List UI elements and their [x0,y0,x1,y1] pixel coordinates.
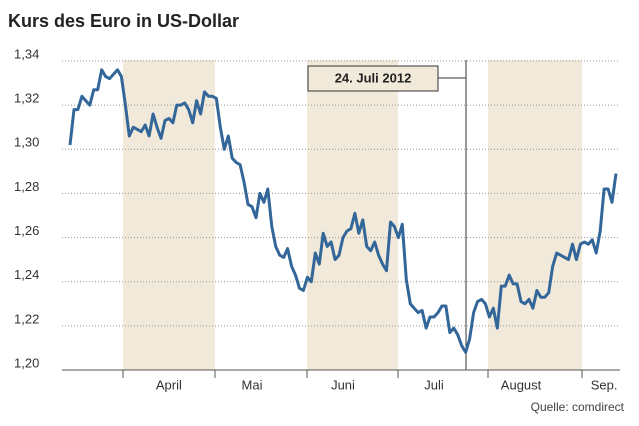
month-band [307,60,398,370]
x-tick-label: Juni [331,377,355,392]
y-tick-label: 1,30 [14,135,39,150]
y-tick-label: 1,34 [14,46,39,61]
y-tick-label: 1,20 [14,355,39,370]
annotation-box [307,65,439,92]
y-tick-label: 1,28 [14,179,39,194]
month-band [488,60,582,370]
plot [68,68,618,354]
y-tick-label: 1,24 [14,267,39,282]
y-tick-label: 1,32 [14,91,39,106]
month-ticks [122,370,583,378]
x-tick-label: August [501,377,542,392]
chart-title: Kurs des Euro in US-Dollar [8,11,239,31]
annotation: 24. Juli 2012 [335,70,412,85]
grid [62,60,620,327]
line [68,68,618,354]
x-tick-label: Juli [424,377,444,392]
x-tick-label: April [156,377,182,392]
source: Quelle: comdirect [531,400,625,414]
x-tick-label: Sep. [591,377,618,392]
x-tick-label: Mai [242,377,263,392]
y-tick-label: 1,26 [14,223,39,238]
y-tick-label: 1,22 [14,311,39,326]
